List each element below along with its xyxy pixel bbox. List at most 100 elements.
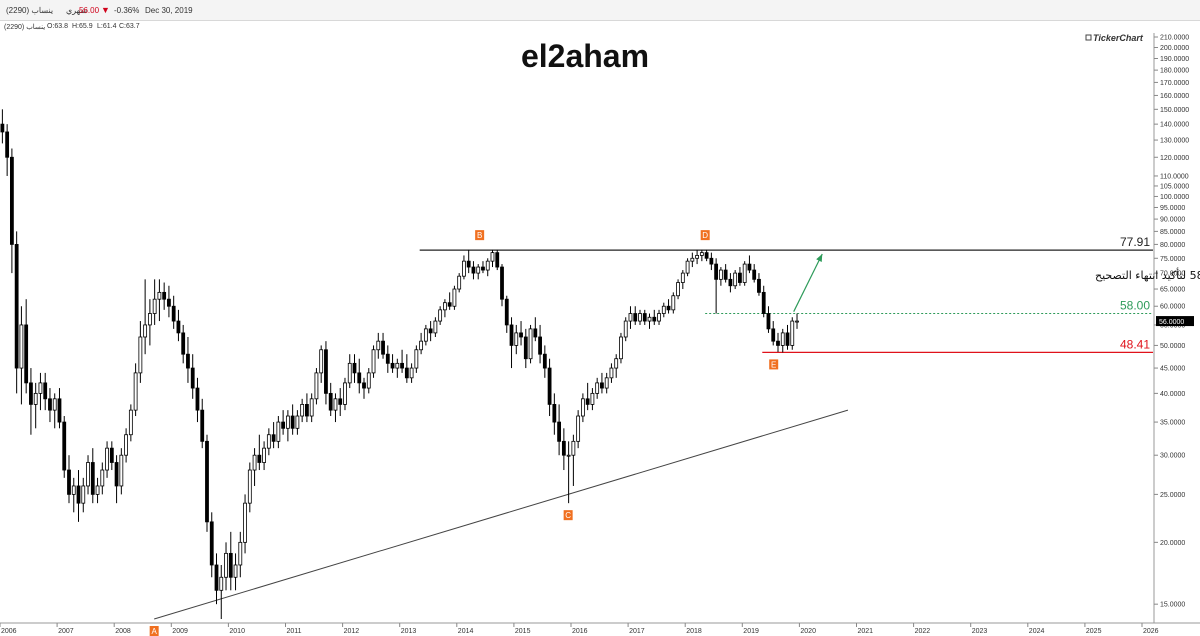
candle-body [538,336,542,355]
candle [733,270,738,290]
candle-body [604,377,609,389]
candle [43,372,48,411]
candle [590,388,595,411]
candle-body [552,404,557,423]
x-tick-label: 2016 [572,628,588,635]
candle-body [352,362,357,374]
ohlc-low: L:61.4 [97,23,117,30]
watermark-text: TickerChart [1093,33,1144,43]
y-tick-label: 95.0000 [1160,205,1185,212]
candle [699,249,704,262]
candle-body [138,336,143,374]
candle-body [742,263,747,283]
candle-body [205,440,209,523]
candle [409,363,414,383]
candle-body [528,328,533,360]
candle-body [309,398,314,417]
x-tick-label: 2006 [1,628,17,635]
candle-body [728,278,733,287]
candle [623,317,628,342]
candle [371,345,376,378]
candle [376,332,381,359]
header-period[interactable]: شهري [66,6,88,15]
candle-body [490,252,495,262]
candle-body [176,320,181,334]
candle-body [447,302,452,307]
candle [143,279,148,355]
candle-body [761,291,766,314]
candle-body [709,257,714,265]
candle [404,354,409,383]
y-tick-label: 15.0000 [1160,602,1185,609]
candle-body [385,353,390,364]
price-chart[interactable]: el2aham TickerChart 210.0000 200.0000 190.… [0,33,1200,636]
candle-body [328,392,333,411]
candle [447,292,452,310]
candle-body [266,434,271,449]
candle [747,255,752,274]
candle [695,249,699,265]
candle-body [319,349,324,374]
candle-body [766,313,771,330]
candle [428,321,433,342]
candle-body [561,440,566,456]
candle-body [752,269,757,280]
x-tick-label: 2008 [115,628,131,635]
candle-body [285,415,290,429]
candle-body [152,298,157,314]
ohlc-open: O:63.8 [47,23,69,30]
candle-body [433,320,438,334]
candle-body [343,382,347,405]
header-change: -0.36% [114,6,140,15]
level-label: 48.41 [1120,337,1150,351]
candle-body [314,372,319,400]
candle [338,388,343,417]
candle [666,299,671,314]
x-tick-label: 2024 [1029,628,1045,635]
candle-body [680,272,685,283]
candle-body [580,398,585,417]
quote-header: ينساب (2290) شهري 56.00 ▼ -0.36% Dec 30,… [0,0,1200,21]
candle-body [19,324,24,369]
candle [676,279,680,300]
candle [604,372,609,394]
y-tick-label: 90.0000 [1160,217,1185,224]
candle [614,354,619,378]
candle-body [181,332,186,355]
candle [252,448,257,486]
x-tick-label: 2007 [58,628,74,635]
candle-body [533,328,538,338]
candle-body [619,336,623,360]
level-label: 77.91 [1120,235,1150,249]
candle-body [500,266,504,300]
candle-body [338,398,343,405]
candle-body [162,291,167,300]
candle [52,393,57,429]
candle [109,441,114,471]
candle-body [566,454,571,457]
candle-body [271,434,276,442]
candle [224,542,228,591]
candle [638,309,642,325]
candle [233,553,238,591]
candle-body [157,291,162,300]
candle-body [614,358,619,369]
candle [566,441,571,504]
candle [262,441,266,471]
y-tick-label: 105.0000 [1160,183,1189,190]
candle [652,309,657,325]
candle [176,309,181,342]
candle [514,324,519,355]
candle [742,261,747,286]
candle [38,372,43,411]
candle [523,328,528,369]
x-axis: 2006 2007 2008 2009 2010 2011 2012 2013 2014 2015… [0,623,1159,635]
marker-box [475,230,485,241]
x-tick-label: 2015 [515,628,531,635]
candle [67,455,71,504]
last-price-label: 56.0000 [1159,319,1184,326]
y-tick-label: 100.0000 [1160,194,1189,201]
candle-body [519,332,523,338]
candle-body [9,156,14,245]
candle-body [395,362,400,369]
